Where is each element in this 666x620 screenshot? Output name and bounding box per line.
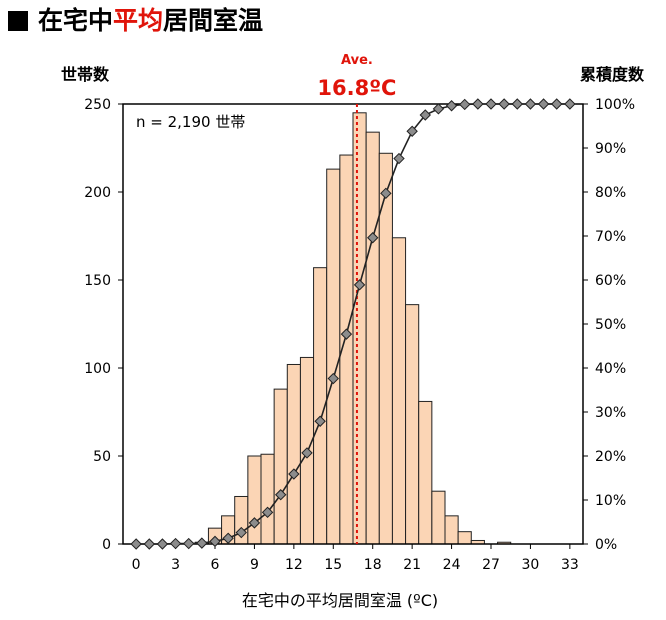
- x-tick-label: 3: [171, 557, 180, 573]
- cumulative-marker: [498, 98, 510, 110]
- cumulative-marker: [196, 537, 208, 549]
- y-tick-label-right: 80%: [595, 185, 626, 201]
- cumulative-marker: [551, 98, 563, 110]
- x-tick-label: 6: [211, 557, 220, 573]
- cumulative-marker: [130, 538, 142, 550]
- x-tick-label: 12: [285, 557, 303, 573]
- x-tick-label: 27: [482, 557, 500, 573]
- y-tick-label-right: 70%: [595, 229, 626, 245]
- cumulative-marker: [156, 538, 169, 550]
- bar-series: [194, 112, 512, 545]
- histogram-bar: [391, 237, 407, 545]
- axis-ticks: 0 3 6 9 12 15 18 21 24 27 30 33 0 50 100 150 200 250 0% 10%…: [84, 97, 635, 573]
- cumulative-marker: [248, 517, 261, 529]
- histogram-bar: [431, 490, 446, 545]
- cumulative-marker: [445, 100, 458, 112]
- cumulative-marker: [275, 489, 287, 501]
- y-tick-label-left: 250: [84, 97, 111, 113]
- cumulative-marker: [380, 187, 392, 200]
- histogram-bar: [378, 152, 393, 545]
- histogram-bar: [247, 455, 262, 545]
- y-tick-label-right: 50%: [595, 317, 626, 333]
- title-prefix: 在宅中: [38, 6, 114, 35]
- average-label: Ave.: [341, 53, 373, 68]
- cumulative-marker: [183, 537, 195, 550]
- cumulative-marker: [432, 103, 445, 115]
- cumulative-marker: [301, 447, 313, 459]
- histogram-bar: [444, 515, 459, 545]
- cumulative-marker: [222, 532, 234, 544]
- y-tick-label-right: 30%: [595, 405, 626, 421]
- cumulative-marker: [261, 506, 274, 519]
- x-tick-label: 18: [364, 557, 382, 573]
- x-tick-label: 24: [443, 557, 461, 573]
- cumulative-marker: [169, 537, 182, 550]
- histogram-bar: [405, 304, 420, 545]
- cumulative-marker: [327, 372, 339, 385]
- cumulative-marker: [143, 538, 155, 550]
- cumulative-marker: [288, 468, 300, 480]
- cumulative-markers: [130, 98, 576, 550]
- cumulative-marker: [340, 328, 353, 340]
- cumulative-marker: [393, 152, 405, 165]
- cumulative-marker: [314, 415, 326, 427]
- histogram-bar: [457, 531, 472, 545]
- histogram-bar: [365, 131, 380, 545]
- y-tick-label-right: 90%: [595, 141, 626, 157]
- cumulative-marker: [235, 526, 247, 539]
- y-tick-label-right: 20%: [595, 449, 626, 465]
- cumulative-marker: [524, 98, 537, 110]
- cumulative-marker: [459, 98, 471, 111]
- histogram-bar: [273, 388, 288, 545]
- square-bullet-icon: [8, 11, 28, 31]
- chart-title: 在宅中平均居間室温: [8, 4, 263, 38]
- y-tick-label-left: 50: [93, 449, 111, 465]
- cumulative-marker: [472, 98, 484, 110]
- title-suffix: 居間室温: [163, 6, 264, 35]
- y-tick-label-right: 40%: [595, 361, 626, 377]
- y-axis-label-left: 世帯数: [61, 65, 110, 84]
- cumulative-marker: [353, 279, 366, 291]
- title-highlight: 平均: [113, 6, 164, 35]
- cumulative-marker: [485, 98, 497, 110]
- histogram-bar: [326, 168, 341, 545]
- x-tick-label: 15: [324, 557, 342, 573]
- cumulative-marker: [511, 98, 523, 110]
- cumulative-marker: [564, 98, 576, 110]
- cumulative-marker: [209, 535, 221, 548]
- y-tick-label-right: 0%: [595, 537, 617, 553]
- histogram-bar: [418, 400, 433, 545]
- x-tick-label: 9: [250, 557, 259, 573]
- cumulative-marker: [537, 98, 550, 110]
- histogram-bar: [286, 363, 301, 545]
- x-axis-label: 在宅中の平均居間室温 (ºC): [242, 591, 438, 610]
- average-value: 16.8ºC: [317, 76, 396, 100]
- y-tick-label-left: 0: [102, 537, 111, 553]
- y-tick-label-left: 100: [84, 361, 111, 377]
- cumulative-marker: [419, 109, 431, 121]
- y-axis-label-right: 累積度数: [580, 65, 645, 84]
- y-tick-label-right: 10%: [595, 493, 626, 509]
- x-tick-label: 21: [403, 557, 421, 573]
- histogram-bar: [260, 453, 275, 545]
- histogram-bar: [352, 112, 367, 545]
- cumulative-marker: [406, 125, 418, 137]
- y-tick-label-left: 150: [84, 273, 111, 289]
- sample-size-annotation: n = 2,190 世帯: [136, 113, 245, 131]
- x-tick-label: 0: [132, 557, 141, 573]
- y-tick-label-left: 200: [84, 185, 111, 201]
- x-tick-label: 30: [522, 557, 540, 573]
- x-tick-label: 33: [561, 557, 579, 573]
- y-tick-label-right: 100%: [595, 97, 635, 113]
- cumulative-line: [136, 103, 570, 545]
- cumulative-marker: [367, 232, 379, 244]
- y-tick-label-right: 60%: [595, 273, 626, 289]
